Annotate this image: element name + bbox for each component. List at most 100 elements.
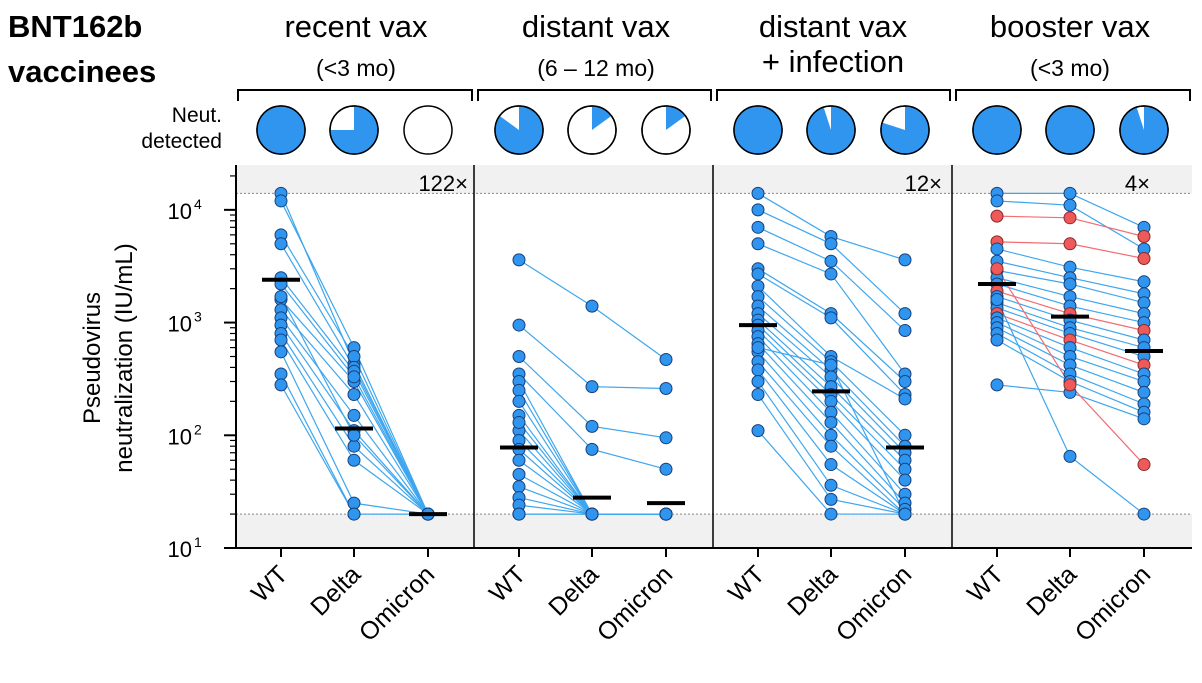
pie-slice xyxy=(330,106,378,154)
data-point-p2-wt-1 xyxy=(512,253,526,267)
data-point-p3-omicron-2 xyxy=(898,307,912,321)
pie-panel1-wt xyxy=(256,105,306,155)
pie-slice xyxy=(807,106,856,154)
brand-line2: vaccinees xyxy=(8,54,156,89)
data-point-p1-wt-13 xyxy=(274,367,288,381)
pie-outline xyxy=(641,105,691,155)
data-point-p1-wt-4 xyxy=(274,237,288,251)
data-point-p3-delta-22 xyxy=(824,358,838,372)
data-point-p3-delta-3 xyxy=(824,254,838,268)
data-point-p1-delta-10 xyxy=(347,439,361,453)
data-point-p4-omicron-7 xyxy=(1137,296,1151,310)
x-label-p4-wt: WT xyxy=(962,560,1009,607)
data-point-p3-omicron-5 xyxy=(898,375,912,389)
data-point-p4-delta-3 xyxy=(1063,211,1077,225)
x-label-p3-omicron: Omicron xyxy=(831,560,918,647)
data-point-p3-omicron-22 xyxy=(898,507,912,521)
data-point-p1-delta-7 xyxy=(347,388,361,402)
x-label-p2-wt: WT xyxy=(484,560,531,607)
data-point-p3-wt-6 xyxy=(751,267,765,281)
pie-panel2-delta xyxy=(567,105,617,155)
data-point-p1-wt-12 xyxy=(274,345,288,359)
pie-outline xyxy=(329,105,379,155)
data-point-p1-delta-8 xyxy=(347,408,361,422)
data-point-p1-delta-12 xyxy=(347,496,361,510)
pie-outline xyxy=(567,105,617,155)
x-label-p1-delta: Delta xyxy=(305,560,366,621)
upper-shade xyxy=(236,165,1192,194)
data-point-p3-wt-20 xyxy=(751,388,765,402)
pie-panel3-omicron xyxy=(880,105,930,155)
pie-background xyxy=(403,105,453,155)
pie-outline xyxy=(806,105,856,155)
panel-4-subtitle: (<3 mo) xyxy=(1030,55,1110,81)
data-point-p4-wt-20 xyxy=(990,378,1004,392)
y-tick-label-3: 10 xyxy=(168,312,192,337)
subject-line-p1-6 xyxy=(280,299,429,515)
subject-line-p1-15 xyxy=(280,296,429,515)
pie-panel1-omicron xyxy=(403,105,453,155)
data-point-p3-wt-21 xyxy=(751,424,765,438)
data-point-p2-delta-3 xyxy=(585,419,599,433)
data-point-p3-delta-2 xyxy=(824,237,838,251)
data-point-p4-wt-3 xyxy=(990,209,1004,223)
x-label-p1-wt: WT xyxy=(246,560,293,607)
pie-outline xyxy=(494,105,544,155)
data-point-p2-wt-7 xyxy=(512,394,526,408)
data-point-p1-wt-11 xyxy=(274,333,288,347)
y-tick-label-4: 10 xyxy=(168,199,192,224)
data-point-p2-omicron-3 xyxy=(659,431,673,445)
data-point-p4-omicron-4 xyxy=(1137,252,1151,266)
panel-4-fold-change: 4× xyxy=(1125,171,1150,196)
data-point-p3-delta-19 xyxy=(824,478,838,492)
data-point-p1-delta-15 xyxy=(347,428,361,442)
data-point-p3-delta-15 xyxy=(824,415,838,429)
data-point-p3-delta-21 xyxy=(824,507,838,521)
panel-brackets xyxy=(237,89,1191,101)
x-label-p1-omicron: Omicron xyxy=(354,560,441,647)
data-point-p2-wt-12 xyxy=(512,453,526,467)
data-point-p3-delta-18 xyxy=(824,458,838,472)
pie-outline xyxy=(1119,105,1169,155)
data-point-p3-omicron-13 xyxy=(898,473,912,487)
subject-line-p2-11 xyxy=(518,448,666,515)
data-point-p3-omicron-8 xyxy=(898,428,912,442)
lower-shade xyxy=(236,514,1192,548)
data-point-p4-delta-4 xyxy=(1063,237,1077,251)
data-point-p4-omicron-17 xyxy=(1137,385,1151,399)
pie-slice xyxy=(972,105,1022,155)
pie-panel2-omicron xyxy=(641,105,691,155)
data-point-p3-delta-17 xyxy=(824,439,838,453)
y-tick-exp-4: 4 xyxy=(194,196,202,212)
data-point-p4-delta-2 xyxy=(1063,198,1077,212)
data-point-p3-delta-6 xyxy=(824,311,838,325)
y-tick-exp-1: 1 xyxy=(194,534,202,550)
panel-2-subtitle: (6 – 12 mo) xyxy=(537,55,655,81)
data-point-p2-delta-2 xyxy=(585,380,599,394)
data-point-p3-wt-4 xyxy=(751,237,765,251)
data-point-p1-delta-16 xyxy=(347,370,361,384)
panel-1-subtitle: (<3 mo) xyxy=(316,55,396,81)
pie-panel3-delta xyxy=(806,105,856,155)
panel-3-bracket xyxy=(716,89,951,101)
neut-detected-pies xyxy=(256,105,1169,155)
median-bars xyxy=(262,277,1163,517)
x-label-p2-omicron: Omicron xyxy=(592,560,679,647)
data-point-p2-delta-4 xyxy=(585,442,599,456)
data-point-p4-omicron-21 xyxy=(1137,507,1151,521)
x-label-p4-delta: Delta xyxy=(1021,560,1082,621)
x-label-p3-wt: WT xyxy=(723,560,770,607)
data-point-p3-wt-2 xyxy=(751,203,765,217)
data-point-p4-wt-21 xyxy=(990,293,1004,307)
pie-outline xyxy=(880,105,930,155)
data-point-p2-wt-2 xyxy=(512,318,526,332)
data-point-p3-wt-3 xyxy=(751,220,765,234)
y-tick-exp-2: 2 xyxy=(194,421,202,437)
data-point-p4-delta-21 xyxy=(1063,449,1077,463)
neut-detected-label-line2: detected xyxy=(141,130,222,153)
data-point-p3-omicron-7 xyxy=(898,392,912,406)
data-point-p2-delta-1 xyxy=(585,299,599,313)
data-point-p4-delta-22 xyxy=(1063,378,1077,392)
data-point-p3-wt-19 xyxy=(751,375,765,389)
